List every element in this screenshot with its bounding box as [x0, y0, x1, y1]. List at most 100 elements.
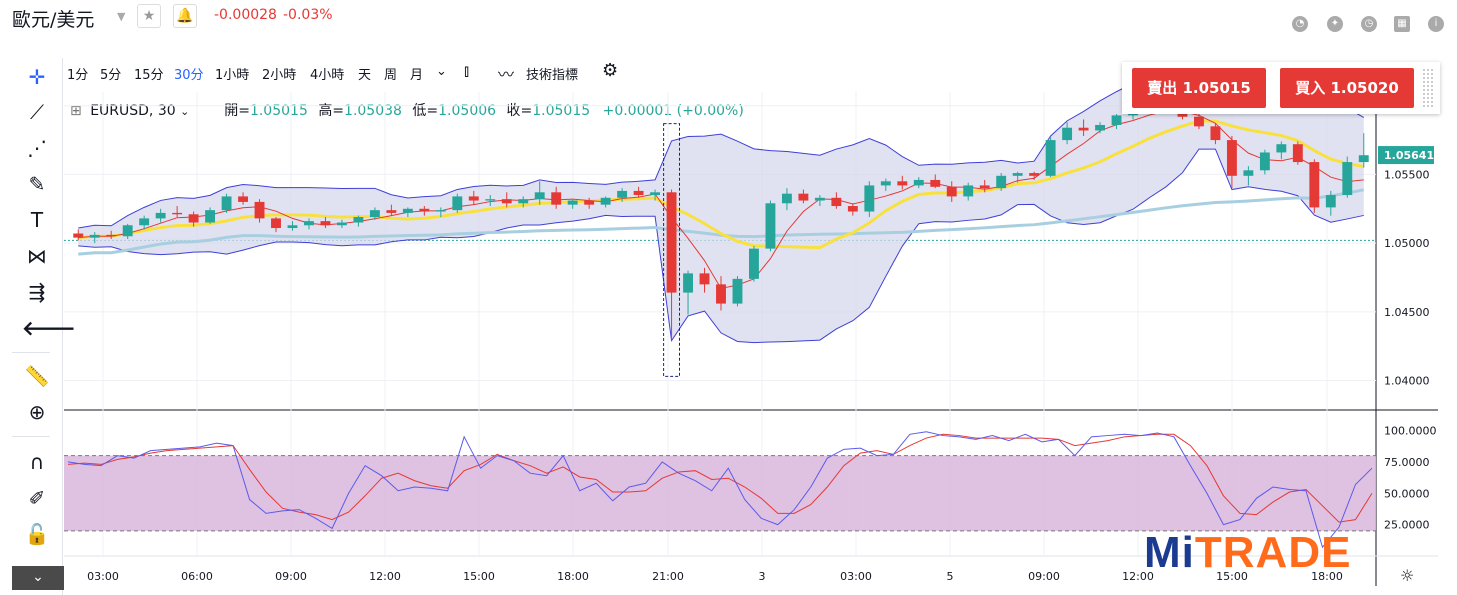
tf-day[interactable]: 天 — [358, 68, 372, 83]
collapse-toolbar-button[interactable]: ⌄ — [12, 566, 64, 590]
compass-icon[interactable]: ✦ — [1327, 16, 1343, 32]
candle-body — [320, 221, 331, 226]
current-price-label: 1.05641 — [1384, 149, 1434, 162]
tf-week[interactable]: 周 — [384, 68, 398, 83]
fib-icon[interactable]: ⋰ — [27, 136, 47, 160]
prediction-icon[interactable]: ⇶ — [28, 280, 46, 304]
header-bar: 歐元/美元 ▼ ★ 🔔 -0.00028 -0.03% ◔ ✦ ◷ ▦ i — [0, 0, 1457, 34]
time-tick-label: 12:00 — [369, 570, 401, 583]
candle-body — [419, 208, 430, 212]
candle-body — [518, 199, 529, 204]
lock-pencil-icon[interactable]: ✐ — [28, 486, 46, 510]
candle-body — [600, 197, 611, 205]
unlock-icon[interactable]: 🔓 — [24, 522, 50, 546]
time-tick-label: 18:00 — [557, 570, 589, 583]
indicators-icon[interactable]: 〰 — [498, 65, 515, 84]
magnet-icon[interactable]: ∩ — [29, 450, 45, 474]
candle-body — [1062, 127, 1073, 141]
candle-body — [1029, 173, 1040, 176]
candle-body — [501, 199, 512, 204]
candle-body — [534, 192, 545, 200]
indicators-label[interactable]: 技術指標 — [526, 68, 579, 83]
ma-yellow-line — [78, 119, 1365, 250]
candle-body — [864, 185, 875, 212]
price-tick-label: 1.04000 — [1384, 375, 1430, 388]
price-change-abs: -0.00028 — [214, 7, 277, 23]
candle-body — [567, 200, 578, 205]
candle-body — [1111, 115, 1122, 125]
price-tick-label: 1.05500 — [1384, 168, 1430, 181]
trend-line-icon[interactable]: ⟋ — [30, 100, 44, 124]
clock-icon[interactable]: ◷ — [1361, 16, 1377, 32]
candle-body — [847, 206, 858, 212]
star-icon[interactable]: ★ — [137, 4, 161, 28]
current-price-tag — [1378, 146, 1434, 165]
candle-body — [551, 192, 562, 205]
ruler-icon[interactable]: 📏 — [24, 364, 50, 388]
candle-body — [650, 192, 661, 196]
candle-body — [1358, 155, 1369, 163]
candle-body — [155, 212, 166, 219]
open-value: 1.05015 — [249, 103, 308, 119]
candle-body — [617, 190, 628, 198]
candle-body — [369, 210, 380, 218]
candle-body — [633, 190, 644, 196]
candle-body — [485, 199, 496, 201]
legend-chevron-icon[interactable]: ⌄ — [180, 105, 190, 118]
brush-icon[interactable]: ✎ — [28, 172, 46, 196]
candle-body — [716, 284, 726, 304]
zoom-in-icon[interactable]: ⊕ — [28, 400, 46, 424]
calendar-icon[interactable]: ▦ — [1394, 16, 1410, 32]
candle-body — [996, 175, 1007, 189]
tf-1m[interactable]: 1分 — [67, 68, 89, 83]
chart-settings-gear-icon[interactable]: ☼ — [1400, 566, 1415, 585]
candle-body — [798, 193, 809, 201]
time-tick-label: 03:00 — [840, 570, 872, 583]
tf-30m[interactable]: 30分 — [174, 68, 204, 83]
candle-body — [468, 196, 479, 201]
candle-body — [765, 203, 776, 249]
timeframe-dropdown-icon[interactable]: ⌄ — [436, 64, 447, 79]
candle-body — [946, 186, 957, 197]
candle-body — [254, 201, 265, 219]
tf-month[interactable]: 月 — [410, 68, 424, 83]
low-value: 1.05006 — [438, 103, 497, 119]
tf-5m[interactable]: 5分 — [100, 68, 122, 83]
info-icon[interactable]: i — [1428, 16, 1444, 32]
expand-legend-icon[interactable]: ⊞ — [70, 103, 82, 119]
candle-body — [699, 273, 710, 285]
tf-2h[interactable]: 2小時 — [262, 68, 297, 83]
low-label: 低= — [412, 103, 439, 119]
candle-body — [1243, 170, 1254, 176]
trade-panel: 賣出 1.05015 買入 1.05020 — [1122, 62, 1440, 114]
symbol-title[interactable]: 歐元/美元 — [12, 9, 95, 31]
candle-body — [584, 200, 595, 205]
candle-body — [1078, 127, 1089, 131]
ma-red-line — [78, 110, 1364, 290]
candle-body — [336, 222, 347, 226]
candle-body — [1045, 140, 1056, 176]
pie-icon[interactable]: ◔ — [1292, 16, 1308, 32]
crosshair-icon[interactable]: ✛ — [28, 65, 46, 89]
candle-body — [221, 196, 232, 211]
time-tick-label: 09:00 — [275, 570, 307, 583]
sell-button[interactable]: 賣出 1.05015 — [1132, 68, 1266, 108]
bell-icon[interactable]: 🔔 — [173, 4, 197, 28]
pattern-icon[interactable]: ⋈ — [27, 244, 47, 268]
time-tick-label: 03:00 — [87, 570, 119, 583]
candle-type-icon[interactable]: ⫾ — [464, 61, 470, 80]
buy-button[interactable]: 買入 1.05020 — [1280, 68, 1414, 108]
legend-symbol[interactable]: EURUSD, 30 — [90, 103, 176, 119]
candle-body — [139, 218, 150, 226]
settings-gear-icon[interactable]: ⚙ — [602, 60, 619, 81]
tf-1h[interactable]: 1小時 — [215, 68, 250, 83]
back-arrow-icon[interactable]: 🡐 — [22, 316, 76, 340]
candle-body — [188, 214, 199, 223]
time-tick-label: 21:00 — [652, 570, 684, 583]
candle-body — [172, 212, 183, 215]
chevron-down-icon[interactable]: ▼ — [117, 10, 126, 23]
text-tool-icon[interactable]: T — [30, 208, 44, 232]
drag-handle[interactable] — [1422, 68, 1434, 108]
tf-15m[interactable]: 15分 — [134, 68, 164, 83]
tf-4h[interactable]: 4小時 — [310, 68, 345, 83]
